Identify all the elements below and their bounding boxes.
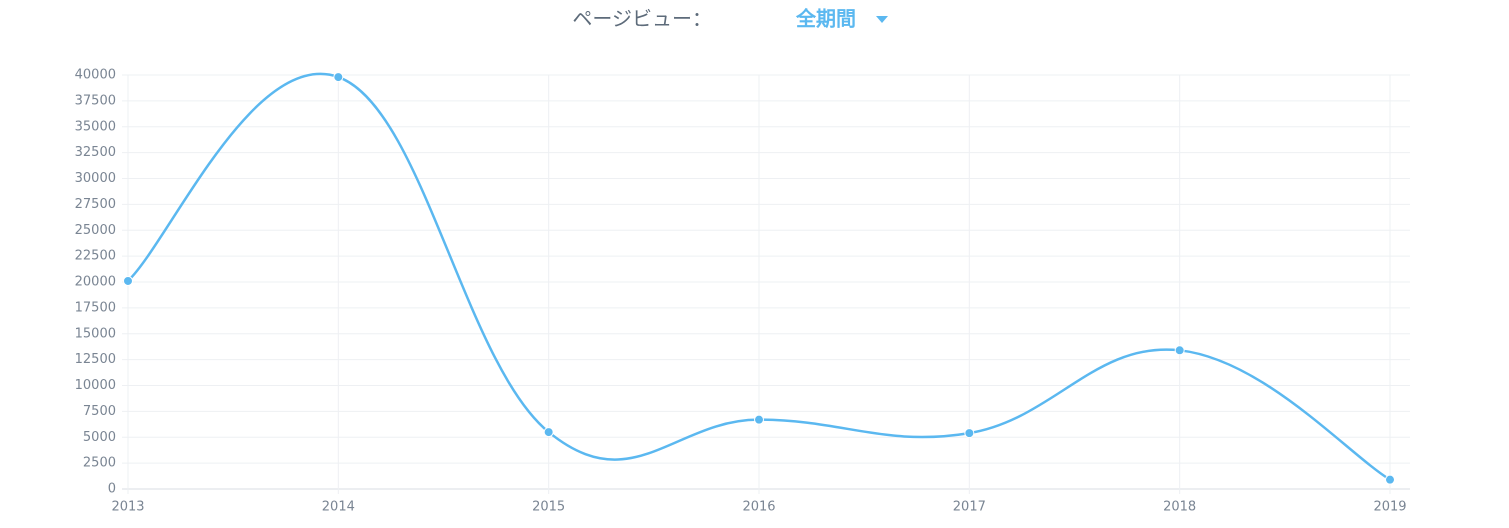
y-tick-label: 12500 <box>75 352 116 367</box>
data-point <box>754 414 764 425</box>
data-point <box>333 72 344 83</box>
y-tick-label: 30000 <box>75 171 116 186</box>
data-point <box>1385 474 1395 485</box>
y-tick-label: 35000 <box>75 119 116 134</box>
dropdown-caret[interactable] <box>876 16 888 23</box>
data-point <box>964 428 975 439</box>
y-tick-label: 15000 <box>75 326 116 341</box>
y-tick-label: 22500 <box>75 249 116 264</box>
data-point <box>123 275 133 286</box>
y-tick-label: 32500 <box>75 145 116 160</box>
y-tick-label: 17500 <box>75 300 116 315</box>
y-tick-label: 27500 <box>75 197 116 212</box>
x-tick-label: 2015 <box>532 500 565 515</box>
y-tick-label: 0 <box>108 482 116 497</box>
y-tick-label: 37500 <box>75 93 116 108</box>
y-tick-label: 20000 <box>75 275 116 290</box>
y-tick-label: 40000 <box>75 68 116 83</box>
x-tick-label: 2013 <box>111 500 144 515</box>
y-tick-label: 10000 <box>75 378 116 393</box>
y-tick-label: 25000 <box>75 223 116 238</box>
y-tick-label: 2500 <box>83 456 116 471</box>
data-point <box>1174 345 1185 356</box>
x-tick-label: 2019 <box>1373 500 1406 515</box>
period-selector[interactable]: 全期間 <box>795 7 856 31</box>
x-tick-label: 2014 <box>322 500 355 515</box>
x-tick-label: 2016 <box>742 500 775 515</box>
y-tick-label: 5000 <box>83 430 116 445</box>
y-tick-label: 7500 <box>83 404 116 419</box>
data-point <box>543 427 554 438</box>
x-tick-label: 2017 <box>953 500 986 515</box>
x-tick-label: 2018 <box>1163 500 1196 515</box>
chart-title: ページビュー： <box>572 7 712 31</box>
